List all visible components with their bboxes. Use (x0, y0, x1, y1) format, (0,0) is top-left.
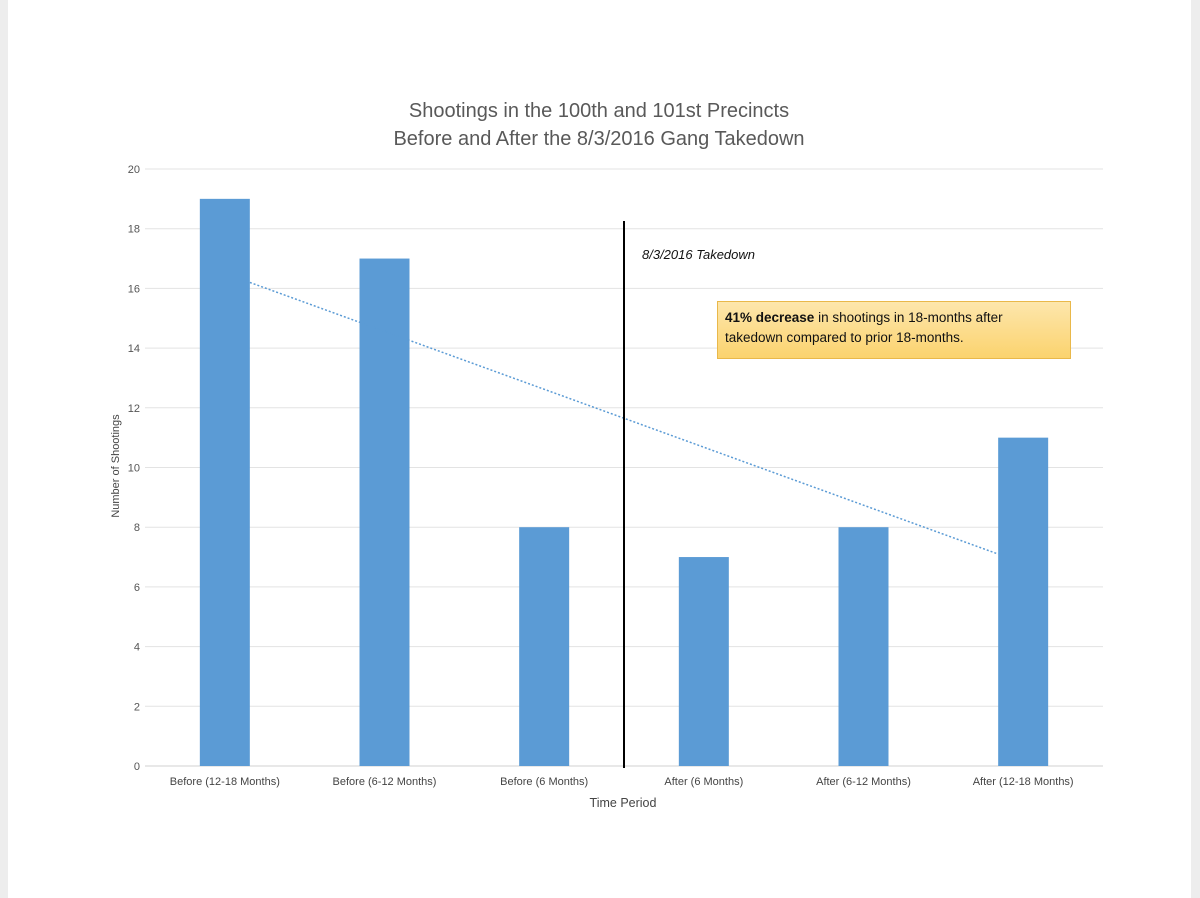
y-tick-label: 8 (134, 522, 140, 534)
bar (998, 437, 1049, 766)
y-tick-label: 12 (128, 403, 140, 415)
y-axis-label: Number of Shootings (110, 414, 122, 518)
chart-title-line-1: Shootings in the 100th and 101st Precinc… (409, 100, 789, 122)
y-tick-label: 16 (128, 283, 140, 295)
x-tick-label: After (6-12 Months) (816, 776, 911, 788)
bar (359, 258, 410, 766)
decrease-callout: 41% decrease in shootings in 18-months a… (717, 301, 1071, 359)
y-tick-label: 4 (134, 642, 140, 654)
x-tick-label: Before (6 Months) (500, 776, 588, 788)
x-tick-label: Before (6-12 Months) (333, 776, 437, 788)
bar (678, 557, 729, 766)
bars (199, 198, 1049, 767)
y-tick-label: 10 (128, 463, 140, 475)
x-tick-labels: Before (12-18 Months) Before (6-12 Months… (170, 776, 1074, 788)
x-axis-label: Time Period (590, 796, 657, 810)
y-tick-label: 18 (128, 224, 140, 236)
y-tick-label: 0 (134, 761, 140, 773)
takedown-marker-label: 8/3/2016 Takedown (642, 247, 755, 262)
y-tick-label: 14 (128, 343, 140, 355)
x-tick-label: After (6 Months) (664, 776, 743, 788)
x-tick-label: Before (12-18 Months) (170, 776, 280, 788)
bar (838, 527, 889, 766)
bar (519, 527, 570, 766)
trendline (249, 281, 999, 555)
callout-bold-text: 41% decrease (725, 310, 815, 325)
chart-page: Shootings in the 100th and 101st Precinc… (8, 0, 1191, 898)
chart-title-line-2: Before and After the 8/3/2016 Gang Taked… (393, 128, 804, 150)
y-tick-label: 20 (128, 164, 140, 176)
y-tick-label: 2 (134, 701, 140, 713)
x-tick-label: After (12-18 Months) (973, 776, 1074, 788)
callout-text: in shootings in 18-months after takedown… (725, 310, 1003, 345)
bar-chart: Shootings in the 100th and 101st Precinc… (110, 100, 1103, 810)
y-tick-labels: 0 2 4 6 8 10 12 14 16 18 20 (128, 164, 140, 773)
bar (199, 198, 250, 767)
y-tick-label: 6 (134, 582, 140, 594)
